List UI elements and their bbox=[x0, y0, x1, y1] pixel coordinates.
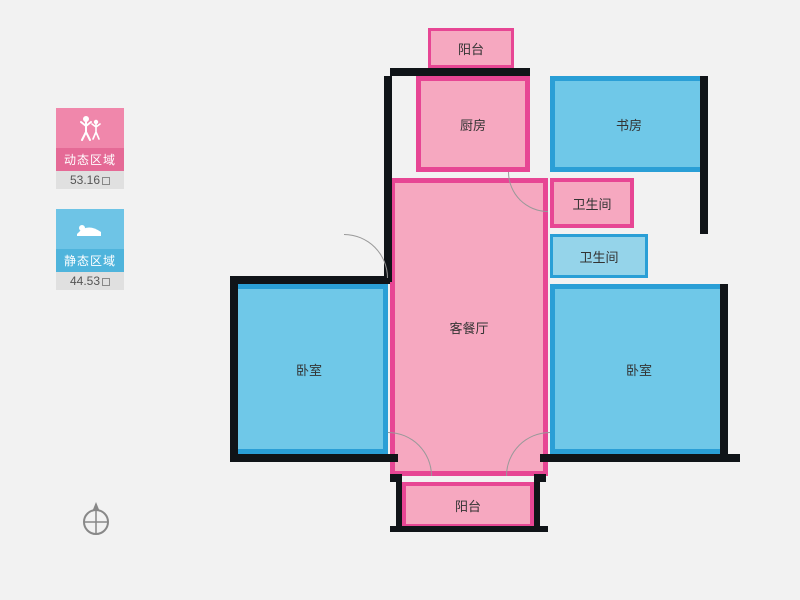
square-unit-icon bbox=[102, 278, 110, 286]
wall-segment bbox=[390, 68, 422, 76]
room-bedroom-right: 卧室 bbox=[550, 284, 728, 454]
room-living-dining: 客餐厅 bbox=[390, 178, 548, 476]
room-label: 卧室 bbox=[296, 360, 322, 379]
room-study: 书房 bbox=[550, 76, 708, 172]
room-balcony-top: 阳台 bbox=[428, 28, 514, 68]
legend-dynamic-value: 53.16 bbox=[56, 171, 124, 189]
wall-segment bbox=[540, 454, 740, 462]
room-label: 卫生间 bbox=[572, 194, 611, 213]
wall-segment bbox=[230, 284, 238, 462]
static-sleep-icon bbox=[56, 209, 124, 249]
wall-segment bbox=[396, 482, 402, 530]
legend-dynamic: 动态区域 53.16 bbox=[56, 108, 124, 189]
wall-segment bbox=[534, 482, 540, 530]
floor-plan: 阳台厨房书房卫生间客餐厅卫生间卧室卧室阳台 bbox=[230, 28, 750, 568]
legend-dynamic-label: 动态区域 bbox=[56, 148, 124, 171]
wall-segment bbox=[384, 76, 392, 282]
room-label: 客餐厅 bbox=[449, 318, 488, 337]
room-bathroom-1: 卫生间 bbox=[550, 178, 634, 228]
room-label: 卫生间 bbox=[579, 247, 618, 266]
room-label: 厨房 bbox=[460, 115, 486, 134]
wall-segment bbox=[700, 76, 708, 234]
dynamic-people-icon bbox=[56, 108, 124, 148]
legend-static: 静态区域 44.53 bbox=[56, 209, 124, 290]
room-label: 卧室 bbox=[626, 360, 652, 379]
wall-segment bbox=[390, 526, 548, 532]
wall-segment bbox=[418, 68, 530, 76]
room-balcony-bottom: 阳台 bbox=[402, 482, 534, 528]
wall-segment bbox=[720, 284, 728, 462]
room-kitchen: 厨房 bbox=[416, 76, 530, 172]
square-unit-icon bbox=[102, 177, 110, 185]
room-bathroom-2: 卫生间 bbox=[550, 234, 648, 278]
room-bedroom-left: 卧室 bbox=[230, 284, 388, 454]
compass-icon bbox=[80, 500, 112, 538]
door-arc bbox=[344, 234, 388, 278]
room-label: 书房 bbox=[616, 115, 642, 134]
wall-segment bbox=[230, 454, 398, 462]
legend-static-value: 44.53 bbox=[56, 272, 124, 290]
legend: 动态区域 53.16 静态区域 44.53 bbox=[56, 108, 124, 310]
room-label: 阳台 bbox=[455, 496, 481, 515]
room-label: 阳台 bbox=[458, 39, 484, 58]
legend-static-label: 静态区域 bbox=[56, 249, 124, 272]
